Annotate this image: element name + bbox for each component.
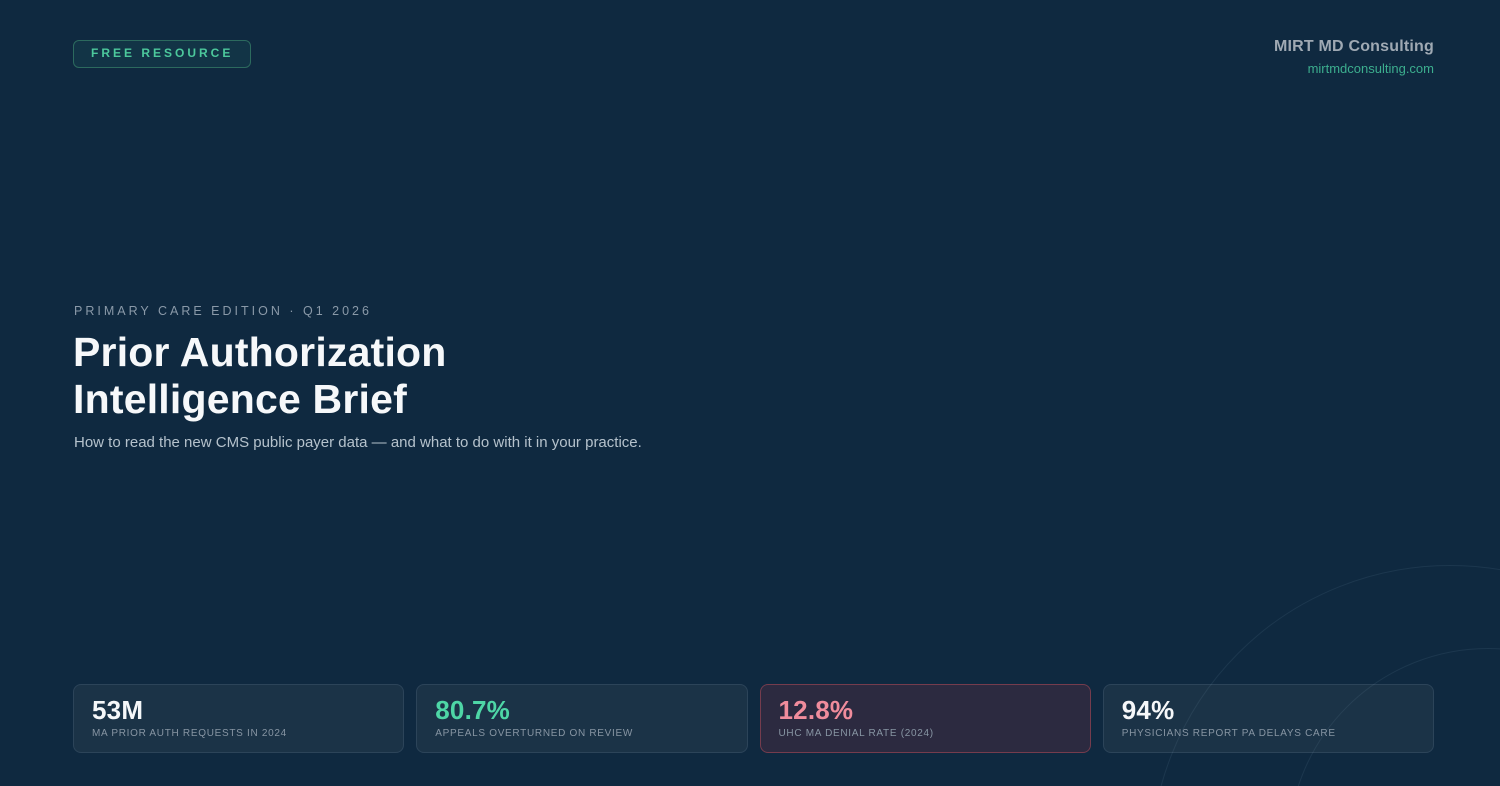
stat-value: 94% (1121, 695, 1175, 725)
stat-label: MA PRIOR AUTH REQUESTS IN 2024 (92, 728, 287, 739)
stat-label: UHC MA DENIAL RATE (2024) (778, 728, 934, 739)
stat-card-uhc-denial-rate: 12.8% UHC MA DENIAL RATE (2024) (759, 684, 1091, 753)
brand-name: MIRT MD Consulting (1273, 38, 1434, 55)
page-subtitle: How to read the new CMS public payer dat… (74, 434, 642, 451)
stat-card-physicians-delays: 94% PHYSICIANS REPORT PA DELAYS CARE (1102, 684, 1434, 753)
stat-label: APPEALS OVERTURNED ON REVIEW (435, 728, 634, 739)
stats-row: 53M MA PRIOR AUTH REQUESTS IN 2024 80.7%… (73, 684, 1434, 753)
stat-card-appeals-overturned: 80.7% APPEALS OVERTURNED ON REVIEW (416, 684, 748, 753)
page-title-line1: Prior Authorization (73, 329, 447, 375)
free-resource-badge: FREE RESOURCE (73, 40, 252, 68)
page-title-line2: Intelligence Brief (73, 376, 407, 422)
stat-card-ma-requests: 53M MA PRIOR AUTH REQUESTS IN 2024 (73, 684, 405, 753)
stat-value: 53M (92, 695, 144, 725)
brand-url-link[interactable]: mirtmdconsulting.com (1307, 61, 1434, 76)
stat-value: 80.7% (435, 695, 510, 725)
brand-block: MIRT MD Consulting mirtmdconsulting.com (1274, 38, 1434, 78)
stat-value: 12.8% (778, 695, 854, 725)
page-title: Prior Authorization Intelligence Brief (73, 329, 447, 423)
stat-label: PHYSICIANS REPORT PA DELAYS CARE (1121, 728, 1336, 739)
edition-eyebrow: PRIMARY CARE EDITION · Q1 2026 (74, 304, 372, 318)
